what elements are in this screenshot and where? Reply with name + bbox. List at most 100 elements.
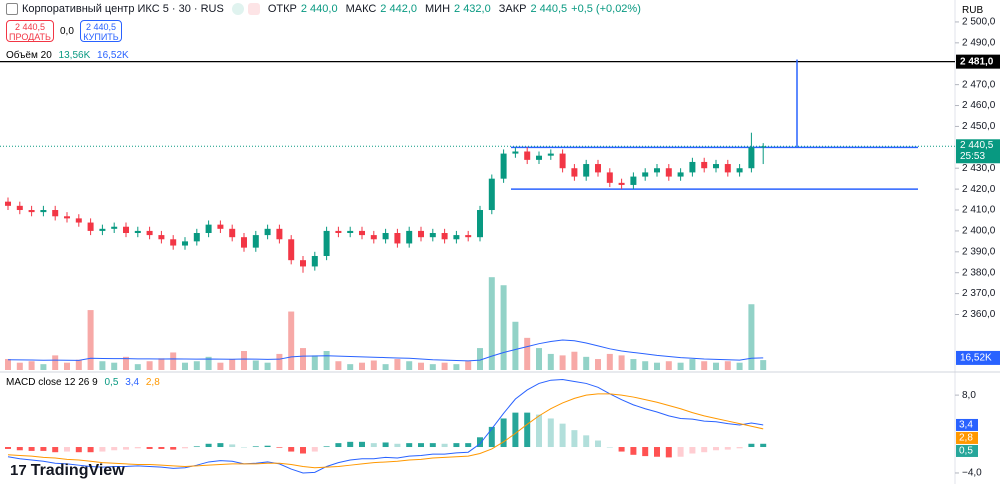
volume-bar <box>264 362 271 370</box>
macd-histogram-bar <box>724 447 731 450</box>
volume-bar <box>642 361 649 370</box>
horizontal-line-badge <box>956 54 1000 69</box>
y-tick-label: 2 470,0 <box>962 79 996 90</box>
candle-body <box>406 230 413 244</box>
macd-histogram-bar <box>559 423 566 448</box>
macd-histogram-bar <box>477 437 483 448</box>
volume-bar <box>394 359 401 370</box>
macd-legend-title: MACD close 12 26 9 <box>6 377 98 388</box>
volume-bar <box>146 361 153 370</box>
volume-bar <box>276 353 283 370</box>
candle-body <box>677 172 684 177</box>
candle-body <box>760 146 767 148</box>
volume-bar <box>760 360 767 370</box>
volume-bar <box>370 360 377 370</box>
volume-legend-value: 13,56K <box>58 50 91 61</box>
macd-histogram-bar <box>75 447 82 453</box>
price-label: 2 440,5 <box>960 140 994 151</box>
macd-histogram-bar <box>87 447 94 453</box>
price-badge <box>956 139 1000 164</box>
candle-body <box>170 239 177 246</box>
macd-histogram-bar <box>642 447 649 457</box>
volume-bar <box>323 351 330 370</box>
candle-body <box>123 226 129 234</box>
volume-bar <box>736 362 743 370</box>
macd-histogram-bar <box>252 446 259 448</box>
macd-histogram-bar <box>40 447 47 451</box>
candle-body <box>748 147 755 169</box>
volume-bar <box>382 364 389 370</box>
volume-bar <box>583 356 590 370</box>
candle-body <box>583 164 590 177</box>
ohlc-value: 2 432,0 <box>454 3 491 15</box>
ohlc-label: ЗАКР <box>498 3 527 15</box>
sell-button[interactable]: 2 440,5 ПРОДАТЬ <box>6 20 54 42</box>
buy-button[interactable]: 2 440,5 КУПИТЬ <box>80 20 122 42</box>
candle-body <box>429 233 436 238</box>
candle-body <box>28 210 35 213</box>
macd-histogram-bar <box>654 447 660 457</box>
ohlc-value: 2 442,0 <box>380 3 417 15</box>
symbol-header: Корпоративный центр ИКС 5 · 30 · RUS ОТК… <box>6 3 641 15</box>
volume-bar <box>229 359 236 370</box>
candle-body <box>441 233 448 240</box>
candle-body <box>701 161 708 169</box>
macd-histogram-bar <box>571 430 578 448</box>
volume-bar <box>689 359 696 370</box>
status-dot <box>231 3 244 15</box>
candle-body <box>736 168 743 173</box>
y-tick-label: 2 360,0 <box>962 309 996 320</box>
candle-body <box>453 235 460 240</box>
macd-histogram-bar <box>64 447 70 452</box>
volume-bar <box>134 364 141 370</box>
volume-bar <box>111 362 118 370</box>
signal-line-legend: 2,8 <box>145 377 160 388</box>
candle-body <box>724 164 731 173</box>
macd-hist-legend: 0,5 <box>104 377 119 388</box>
candle-body <box>252 235 259 248</box>
volume-bar <box>40 364 47 370</box>
candle-body <box>500 153 507 179</box>
macd-histogram-bar <box>193 446 200 448</box>
signal-line <box>7 393 764 469</box>
volume-bar <box>335 361 342 370</box>
tradingview-logo[interactable]: 17 TradingView <box>10 462 125 480</box>
buy-label: КУПИТЬ <box>83 32 119 42</box>
volume-bar <box>16 362 23 370</box>
macd-histogram-bar <box>677 447 684 457</box>
volume-bar <box>748 304 755 370</box>
volume-bar <box>429 364 436 370</box>
macd-histogram-bar <box>689 447 696 454</box>
macd-line-legend: 3,4 <box>125 377 140 388</box>
macd-legend: MACD close 12 26 9 0,5 3,4 2,8 <box>6 377 160 388</box>
macd-histogram-bar <box>713 447 719 451</box>
candle-body <box>359 230 365 236</box>
y-tick-label: 2 490,0 <box>962 37 996 48</box>
y-tick-label: 2 400,0 <box>962 226 996 237</box>
macd-histogram-bar <box>429 443 436 448</box>
candle-body <box>264 228 271 236</box>
macd-histogram-bar <box>630 447 637 455</box>
volume-bar <box>311 355 318 370</box>
volume-bar <box>512 321 519 370</box>
volume-bar <box>571 351 578 370</box>
volume-bar <box>193 361 200 370</box>
macd-histogram-bar <box>5 447 11 449</box>
volume-legend-title: Объём 20 <box>6 50 52 61</box>
volume-bar <box>524 337 531 370</box>
volume-bar <box>654 362 660 370</box>
volume-bar <box>500 285 507 370</box>
volume-bar <box>701 361 708 370</box>
volume-bar <box>441 362 448 370</box>
macd-histogram-bar <box>453 443 460 448</box>
volume-ma-line <box>7 339 764 362</box>
macd-histogram-bar <box>701 447 708 453</box>
candle-body <box>300 260 306 267</box>
candle-body <box>75 218 82 223</box>
logo-mark: 17 <box>10 462 27 479</box>
symbol-name[interactable]: Корпоративный центр ИКС 5 · 30 · RUS <box>22 3 224 15</box>
candle-body <box>134 230 141 234</box>
y-tick-label: 2 410,0 <box>962 205 996 216</box>
y-tick-label: 8,0 <box>962 390 976 401</box>
